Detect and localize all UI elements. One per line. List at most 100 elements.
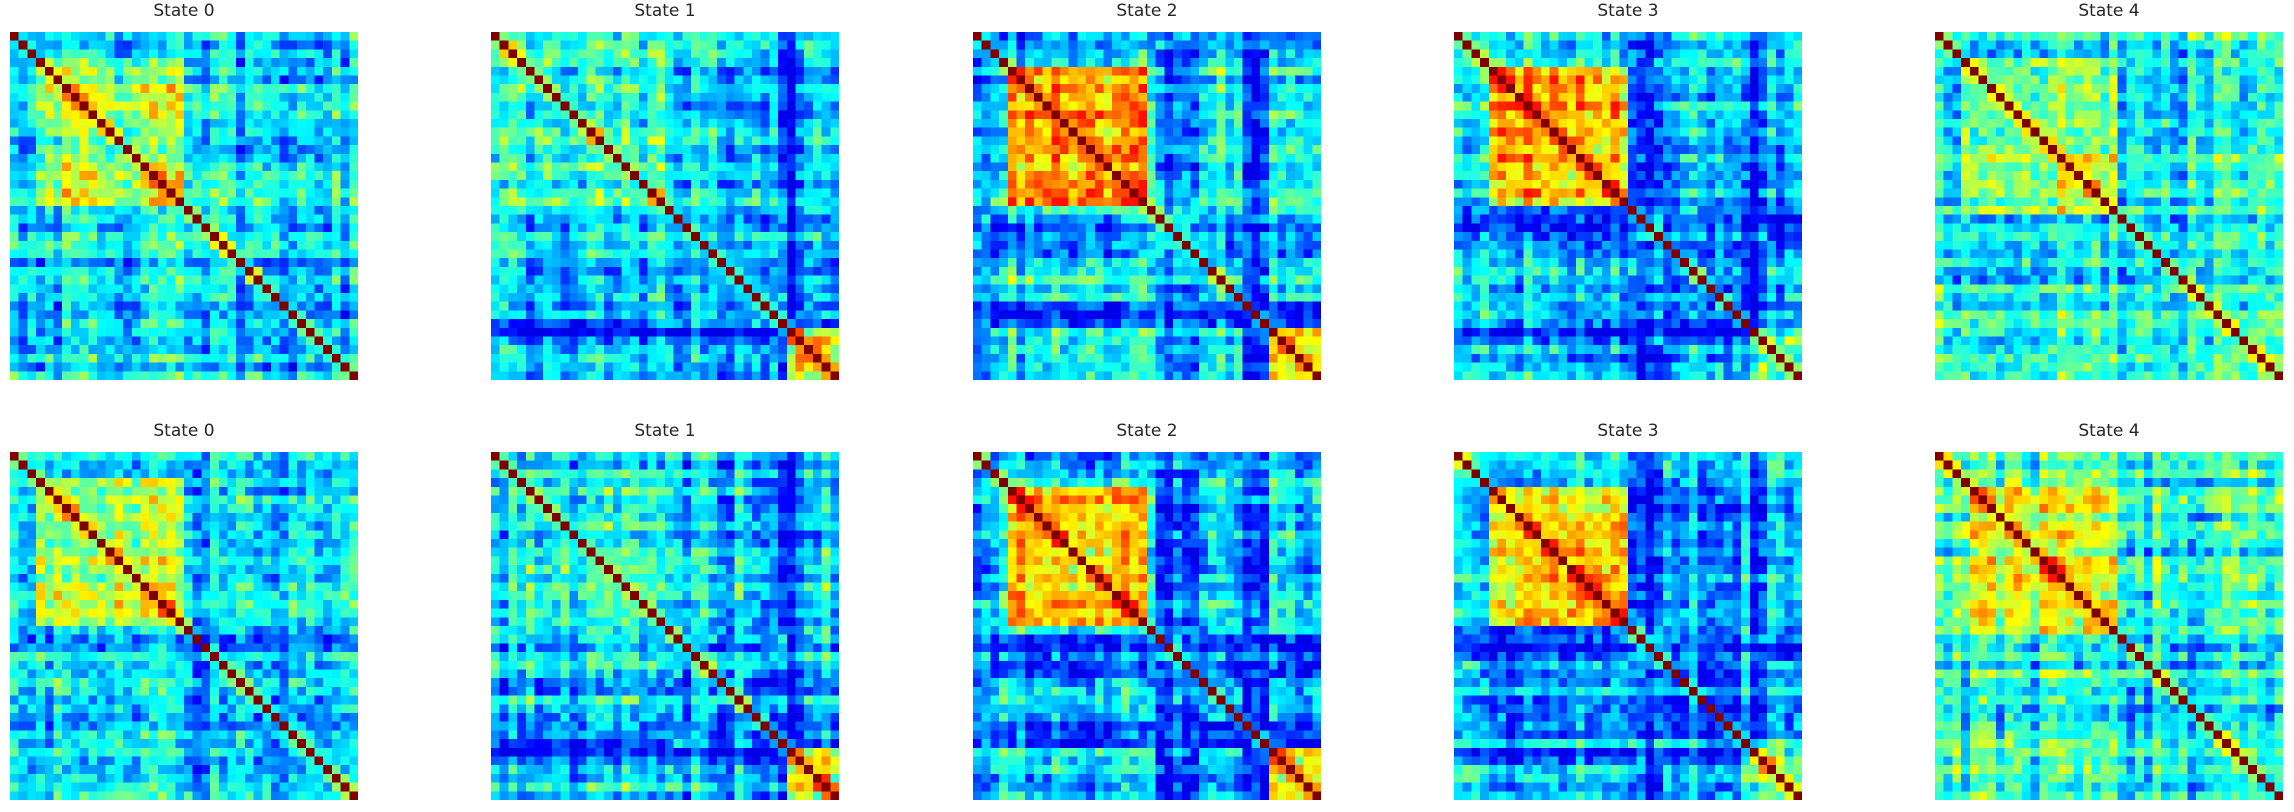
heatmap-cell: [1051, 84, 1061, 94]
heatmap-cell: [62, 101, 72, 111]
heatmap-cell: [1558, 49, 1568, 59]
heatmap-cell: [717, 179, 727, 189]
heatmap-cell: [795, 40, 805, 50]
heatmap-cell: [656, 310, 666, 320]
heatmap-cell: [175, 66, 185, 76]
heatmap-cell: [1077, 127, 1087, 137]
heatmap-cell: [1242, 327, 1252, 337]
heatmap-cell: [752, 162, 762, 172]
heatmap-cell: [656, 362, 666, 372]
heatmap-cell: [244, 206, 254, 216]
heatmap-cell: [612, 223, 622, 233]
heatmap-cell: [262, 336, 272, 346]
heatmap-cell: [999, 249, 1009, 259]
heatmap-cell: [175, 145, 185, 155]
heatmap-cell: [1094, 179, 1104, 189]
heatmap-cell: [752, 49, 762, 59]
heatmap-cell: [105, 92, 115, 102]
heatmap-cell: [508, 258, 518, 268]
heatmap-cell: [1199, 171, 1209, 181]
heatmap-cell: [647, 119, 657, 129]
heatmap-cell: [97, 110, 107, 120]
heatmap-cell: [184, 336, 194, 346]
heatmap-cell: [297, 249, 307, 259]
heatmap-cell: [1016, 32, 1026, 42]
heatmap-cell: [1129, 284, 1139, 294]
heatmap-cell: [647, 223, 657, 233]
heatmap-cell: [1147, 171, 1157, 181]
heatmap-cell: [630, 110, 640, 120]
heatmap-cell: [1077, 275, 1087, 285]
heatmap-cell: [1042, 362, 1052, 372]
heatmap-cell: [210, 179, 220, 189]
heatmap-cell: [1120, 258, 1130, 268]
heatmap-cell: [1094, 345, 1104, 355]
heatmap-cell: [114, 353, 124, 363]
heatmap-cell: [1294, 110, 1304, 120]
heatmap-cell: [673, 136, 683, 146]
heatmap-cell: [244, 362, 254, 372]
heatmap-cell: [743, 293, 753, 303]
heatmap-cell: [1593, 49, 1603, 59]
heatmap-cell: [1025, 92, 1035, 102]
heatmap-cell: [1749, 40, 1759, 50]
heatmap-cell: [218, 301, 228, 311]
heatmap-cell: [53, 266, 63, 276]
heatmap-cell: [1120, 301, 1130, 311]
heatmap-cell: [612, 319, 622, 329]
heatmap-cell: [491, 240, 501, 250]
heatmap-cell: [44, 336, 54, 346]
heatmap-cell: [297, 162, 307, 172]
heatmap-cell: [70, 188, 80, 198]
heatmap-cell: [673, 336, 683, 346]
heatmap-cell: [1312, 371, 1321, 380]
heatmap-cell: [1129, 275, 1139, 285]
heatmap-cell: [18, 232, 28, 242]
heatmap-cell: [769, 153, 779, 163]
heatmap-cell: [1173, 127, 1183, 137]
heatmap-cell: [323, 240, 333, 250]
heatmap-cell: [331, 171, 341, 181]
heatmap-cell: [1636, 40, 1646, 50]
heatmap-cell: [53, 232, 63, 242]
heatmap-cell: [812, 179, 822, 189]
heatmap-cell: [10, 171, 20, 181]
heatmap-cell: [1025, 49, 1035, 59]
heatmap-cell: [166, 75, 176, 85]
heatmap-cell: [586, 266, 596, 276]
heatmap-cell: [1068, 110, 1078, 120]
heatmap-cell: [88, 171, 98, 181]
heatmap-cell: [271, 197, 281, 207]
heatmap-cell: [595, 336, 605, 346]
heatmap-cell: [1234, 206, 1244, 216]
heatmap-cell: [62, 206, 72, 216]
heatmap-cell: [1147, 40, 1157, 50]
heatmap-cell: [691, 188, 701, 198]
heatmap-cell: [1294, 293, 1304, 303]
heatmap-cell: [595, 319, 605, 329]
heatmap-cell: [1086, 266, 1096, 276]
heatmap-cell: [305, 84, 315, 94]
heatmap-cell: [1025, 179, 1035, 189]
heatmap-cell: [1303, 153, 1313, 163]
heatmap-cell: [253, 58, 263, 68]
heatmap-cell: [244, 32, 254, 42]
heatmap-cell: [699, 40, 709, 50]
heatmap-cell: [1138, 249, 1148, 259]
heatmap-cell: [656, 223, 666, 233]
heatmap-cell: [578, 266, 588, 276]
heatmap-cell: [665, 249, 675, 259]
heatmap-cell: [812, 136, 822, 146]
heatmap-cell: [1242, 310, 1252, 320]
heatmap-cell: [1312, 353, 1321, 363]
heatmap-cell: [331, 232, 341, 242]
heatmap-cell: [1164, 266, 1174, 276]
heatmap-cell: [525, 145, 535, 155]
heatmap-cell: [1016, 275, 1026, 285]
heatmap-cell: [149, 162, 159, 172]
heatmap-cell: [1506, 58, 1516, 68]
heatmap-cell: [105, 327, 115, 337]
heatmap-cell: [534, 32, 544, 42]
heatmap-cell: [699, 92, 709, 102]
heatmap-cell: [1007, 275, 1017, 285]
